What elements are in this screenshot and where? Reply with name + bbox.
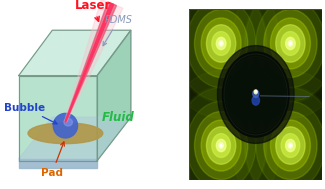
Ellipse shape — [175, 86, 268, 189]
Ellipse shape — [176, 0, 266, 101]
Polygon shape — [65, 3, 114, 122]
Ellipse shape — [244, 86, 325, 189]
Ellipse shape — [244, 0, 325, 103]
Ellipse shape — [194, 9, 248, 77]
Ellipse shape — [222, 52, 289, 137]
Polygon shape — [19, 76, 97, 161]
Ellipse shape — [252, 96, 259, 105]
Ellipse shape — [212, 32, 230, 55]
Ellipse shape — [219, 41, 223, 46]
Ellipse shape — [212, 134, 230, 157]
Text: Fluid: Fluid — [101, 111, 134, 124]
Polygon shape — [19, 30, 131, 76]
Ellipse shape — [219, 143, 223, 148]
Ellipse shape — [232, 0, 325, 118]
Text: PDMS: PDMS — [103, 15, 133, 46]
Ellipse shape — [162, 0, 280, 118]
Ellipse shape — [162, 71, 280, 189]
Ellipse shape — [201, 18, 241, 69]
Ellipse shape — [255, 91, 256, 92]
Ellipse shape — [220, 145, 222, 146]
Ellipse shape — [288, 143, 292, 148]
Ellipse shape — [276, 25, 305, 62]
Ellipse shape — [245, 88, 325, 189]
Ellipse shape — [256, 0, 325, 88]
Ellipse shape — [245, 0, 325, 101]
Ellipse shape — [288, 41, 292, 46]
Polygon shape — [97, 30, 131, 161]
Ellipse shape — [290, 43, 291, 44]
Ellipse shape — [201, 120, 241, 171]
Ellipse shape — [276, 127, 305, 164]
Ellipse shape — [286, 139, 295, 152]
Polygon shape — [19, 117, 131, 159]
Ellipse shape — [264, 9, 317, 77]
Polygon shape — [65, 2, 116, 122]
Ellipse shape — [264, 112, 317, 180]
Ellipse shape — [28, 123, 103, 144]
Ellipse shape — [216, 37, 226, 50]
Ellipse shape — [270, 120, 310, 171]
Ellipse shape — [256, 101, 325, 189]
Ellipse shape — [254, 90, 257, 94]
Ellipse shape — [175, 0, 268, 103]
Ellipse shape — [281, 134, 300, 157]
Ellipse shape — [206, 25, 236, 62]
Ellipse shape — [206, 127, 236, 164]
Ellipse shape — [253, 90, 259, 98]
Ellipse shape — [232, 71, 325, 189]
Polygon shape — [19, 159, 97, 168]
Ellipse shape — [187, 0, 256, 88]
Ellipse shape — [216, 139, 226, 152]
Text: Bubble: Bubble — [4, 103, 57, 124]
Ellipse shape — [286, 37, 295, 50]
Ellipse shape — [220, 43, 222, 44]
Ellipse shape — [187, 101, 256, 189]
Ellipse shape — [64, 119, 72, 126]
Ellipse shape — [290, 145, 291, 146]
Ellipse shape — [217, 46, 294, 143]
Ellipse shape — [53, 113, 78, 138]
Text: Laser: Laser — [75, 0, 111, 21]
Ellipse shape — [270, 18, 310, 69]
Text: Pad: Pad — [41, 142, 64, 178]
Polygon shape — [64, 0, 123, 122]
Ellipse shape — [176, 88, 266, 189]
Ellipse shape — [281, 32, 300, 55]
Ellipse shape — [226, 56, 286, 133]
Ellipse shape — [194, 112, 248, 180]
